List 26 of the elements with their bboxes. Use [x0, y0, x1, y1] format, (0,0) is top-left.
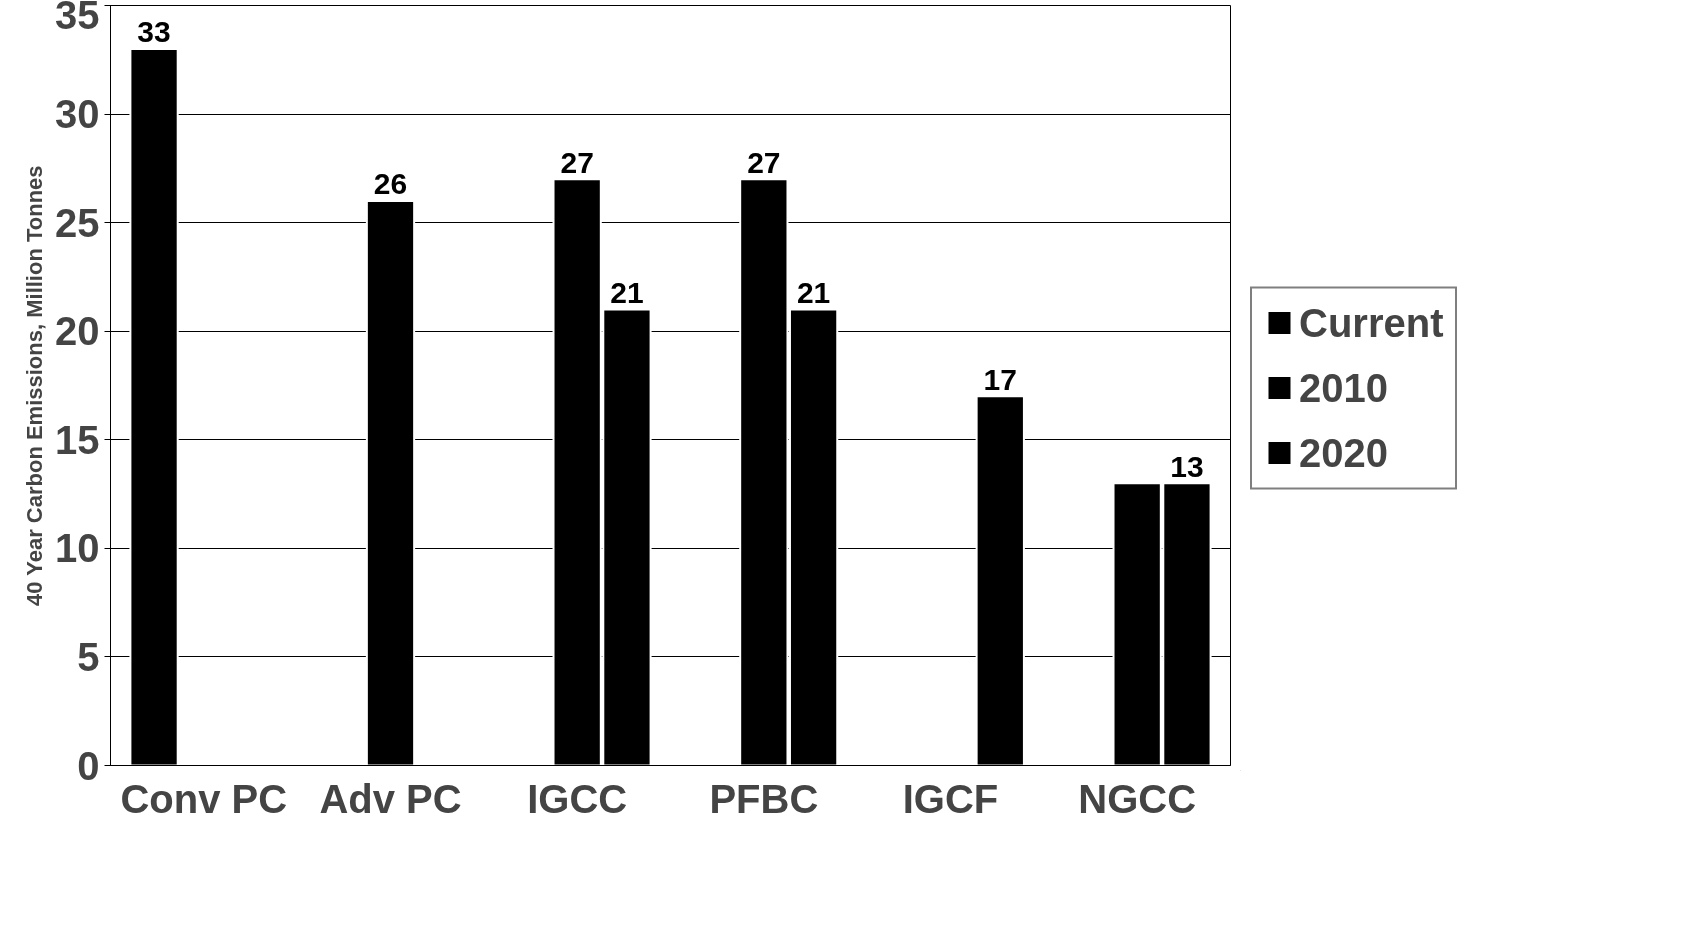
y-tick-label: 5 — [77, 634, 100, 679]
data-label: 27 — [747, 145, 781, 179]
x-tick-label: Conv PC — [120, 776, 288, 821]
x-tick-label: IGCF — [902, 776, 999, 821]
y-tick-label: 20 — [55, 309, 100, 354]
data-label: 33 — [137, 15, 171, 49]
y-tick-label: 15 — [55, 417, 100, 462]
data-label: 13 — [1170, 449, 1204, 483]
data-label: 21 — [610, 275, 644, 309]
x-tick-label: Adv PC — [319, 776, 462, 821]
y-tick-label: 30 — [55, 92, 100, 137]
data-label: 21 — [796, 275, 831, 309]
y-tick-label: 35 — [55, 0, 100, 37]
x-tick-label: IGCC — [527, 776, 628, 821]
y-tick-label: 25 — [55, 200, 100, 245]
y-tick-label: 10 — [55, 526, 100, 571]
data-label: 27 — [560, 145, 594, 179]
legend-label: 2020 — [1299, 430, 1388, 475]
legend-label: Current — [1299, 300, 1444, 345]
y-axis-title: 40 Year Carbon Emissions, Million Tonnes — [22, 165, 48, 606]
data-label: 26 — [373, 167, 408, 201]
x-tick-label: NGCC — [1078, 776, 1197, 821]
legend-label: 2010 — [1299, 365, 1388, 410]
data-label: 17 — [983, 362, 1017, 396]
y-tick-label: 0 — [77, 743, 100, 788]
x-tick-label: PFBC — [709, 776, 819, 821]
